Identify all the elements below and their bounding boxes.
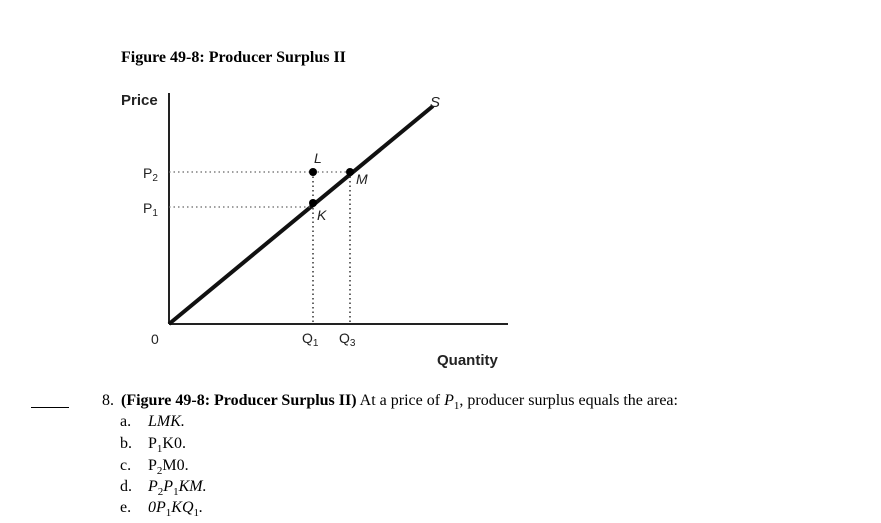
point-label-L: L <box>314 150 322 166</box>
y-axis-label: Price <box>121 92 158 109</box>
point-M <box>346 168 354 176</box>
supply-curve <box>167 104 435 326</box>
quantity-label-q1: Q1 <box>302 330 319 349</box>
question-number: 8. <box>102 392 114 409</box>
choice-d[interactable]: d. P2P1KM. <box>120 478 207 499</box>
x-axis-label: Quantity <box>437 352 498 369</box>
figure-title: Figure 49-8: Producer Surplus II <box>121 49 346 66</box>
choice-b[interactable]: b. P1K0. <box>120 435 186 456</box>
point-label-M: M <box>356 171 368 187</box>
answer-blank[interactable] <box>31 407 69 408</box>
choice-e[interactable]: e. 0P1KQ1. <box>120 499 204 520</box>
point-K <box>309 199 317 207</box>
point-label-K: K <box>317 207 327 223</box>
choice-a[interactable]: a. LMK. <box>120 413 185 430</box>
supply-chart: Price Quantity 0 S P2 P1 Q1 Q3 L M K <box>121 92 508 369</box>
question-text: (Figure 49-8: Producer Surplus II) At a … <box>121 392 678 413</box>
quantity-label-q3: Q3 <box>339 330 356 349</box>
question-source: (Figure 49-8: Producer Surplus II) <box>121 392 357 409</box>
choice-c[interactable]: c. P2M0. <box>120 457 189 478</box>
point-L <box>309 168 317 176</box>
price-label-p2: P2 <box>143 165 158 184</box>
origin-label: 0 <box>151 331 159 347</box>
price-label-p1: P1 <box>143 200 158 219</box>
supply-curve-label: S <box>430 94 440 111</box>
